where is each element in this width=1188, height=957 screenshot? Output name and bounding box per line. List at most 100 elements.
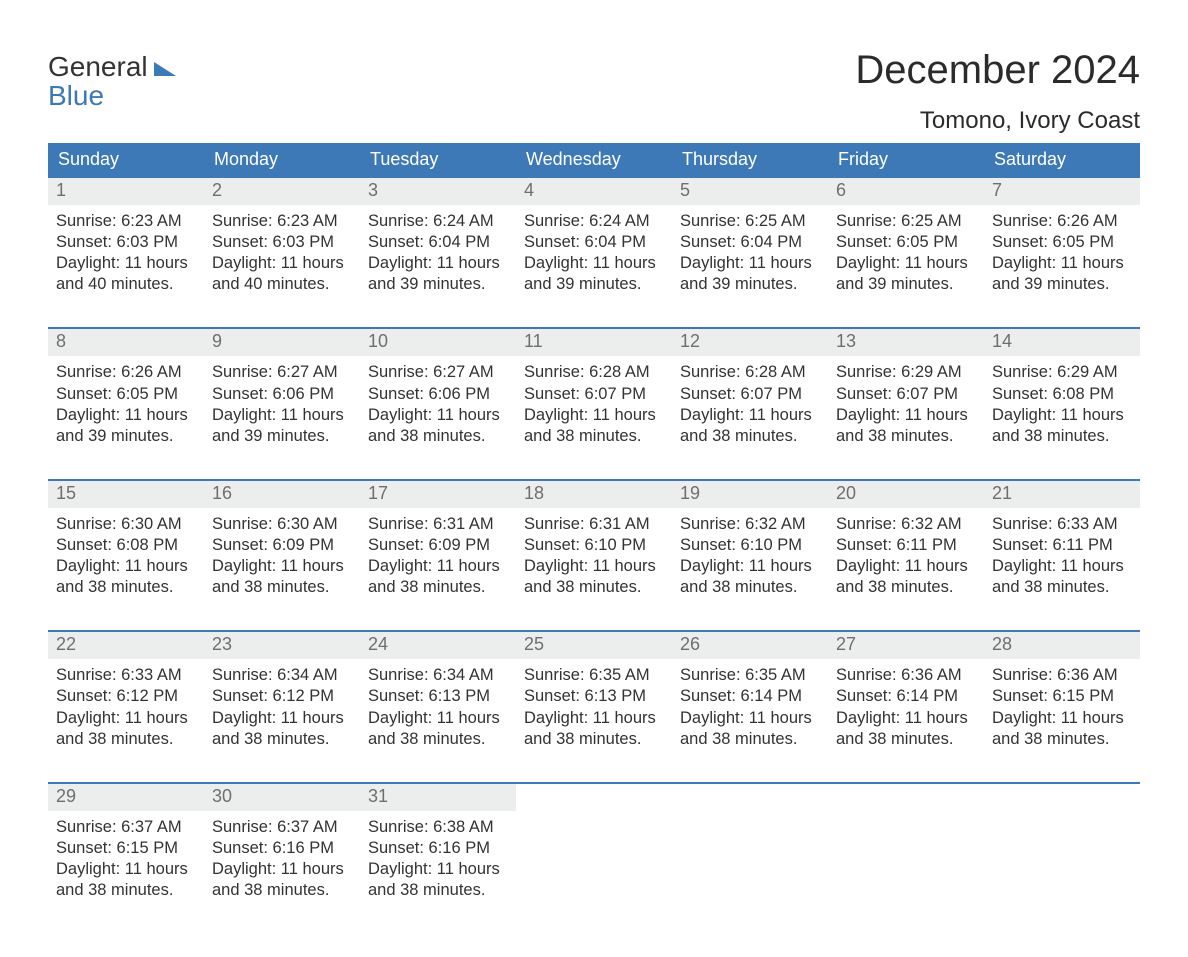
day-d1: Daylight: 11 hours (212, 253, 352, 274)
day-d1: Daylight: 11 hours (680, 253, 820, 274)
day-number: 6 (828, 178, 984, 205)
day-sunrise: Sunrise: 6:34 AM (212, 665, 352, 686)
day-body: Sunrise: 6:28 AMSunset: 6:07 PMDaylight:… (516, 356, 672, 454)
day-sunrise: Sunrise: 6:35 AM (524, 665, 664, 686)
day-sunset: Sunset: 6:12 PM (56, 686, 196, 707)
day-sunrise: Sunrise: 6:36 AM (836, 665, 976, 686)
day-sunrise: Sunrise: 6:27 AM (212, 362, 352, 383)
day-body: Sunrise: 6:23 AMSunset: 6:03 PMDaylight:… (48, 205, 204, 303)
day-d1: Daylight: 11 hours (56, 859, 196, 880)
day-sunset: Sunset: 6:15 PM (56, 838, 196, 859)
day-cell: 9Sunrise: 6:27 AMSunset: 6:06 PMDaylight… (204, 329, 360, 454)
day-d2: and 38 minutes. (56, 577, 196, 598)
day-d2: and 38 minutes. (524, 729, 664, 750)
day-body: Sunrise: 6:29 AMSunset: 6:07 PMDaylight:… (828, 356, 984, 454)
day-d2: and 38 minutes. (836, 426, 976, 447)
week-row: 22Sunrise: 6:33 AMSunset: 6:12 PMDayligh… (48, 630, 1140, 757)
logo-text-1: General (48, 52, 148, 81)
day-number: 11 (516, 329, 672, 356)
day-d2: and 39 minutes. (992, 274, 1132, 295)
day-d1: Daylight: 11 hours (680, 556, 820, 577)
day-d1: Daylight: 11 hours (524, 708, 664, 729)
day-d2: and 38 minutes. (680, 426, 820, 447)
day-body: Sunrise: 6:36 AMSunset: 6:15 PMDaylight:… (984, 659, 1140, 757)
day-number: 16 (204, 481, 360, 508)
day-sunrise: Sunrise: 6:24 AM (368, 211, 508, 232)
weekday-header: Tuesday (360, 143, 516, 178)
title-block: December 2024 Tomono, Ivory Coast (855, 48, 1140, 135)
day-d2: and 38 minutes. (368, 729, 508, 750)
weekday-header-row: Sunday Monday Tuesday Wednesday Thursday… (48, 143, 1140, 178)
day-d1: Daylight: 11 hours (836, 708, 976, 729)
day-body: Sunrise: 6:27 AMSunset: 6:06 PMDaylight:… (360, 356, 516, 454)
day-d2: and 39 minutes. (212, 426, 352, 447)
day-cell: 28Sunrise: 6:36 AMSunset: 6:15 PMDayligh… (984, 632, 1140, 757)
weekday-header: Saturday (984, 143, 1140, 178)
day-sunset: Sunset: 6:05 PM (836, 232, 976, 253)
day-d1: Daylight: 11 hours (680, 708, 820, 729)
day-number: 10 (360, 329, 516, 356)
day-sunset: Sunset: 6:09 PM (368, 535, 508, 556)
day-d2: and 40 minutes. (56, 274, 196, 295)
day-d2: and 38 minutes. (836, 577, 976, 598)
day-sunset: Sunset: 6:15 PM (992, 686, 1132, 707)
day-cell: 11Sunrise: 6:28 AMSunset: 6:07 PMDayligh… (516, 329, 672, 454)
day-sunset: Sunset: 6:04 PM (680, 232, 820, 253)
day-cell: 8Sunrise: 6:26 AMSunset: 6:05 PMDaylight… (48, 329, 204, 454)
week-row: 8Sunrise: 6:26 AMSunset: 6:05 PMDaylight… (48, 327, 1140, 454)
day-cell: 22Sunrise: 6:33 AMSunset: 6:12 PMDayligh… (48, 632, 204, 757)
day-body: Sunrise: 6:30 AMSunset: 6:08 PMDaylight:… (48, 508, 204, 606)
day-body: Sunrise: 6:29 AMSunset: 6:08 PMDaylight:… (984, 356, 1140, 454)
day-body: Sunrise: 6:25 AMSunset: 6:04 PMDaylight:… (672, 205, 828, 303)
day-d1: Daylight: 11 hours (680, 405, 820, 426)
day-sunrise: Sunrise: 6:32 AM (680, 514, 820, 535)
day-number: 17 (360, 481, 516, 508)
logo: General Blue (48, 48, 176, 111)
day-sunrise: Sunrise: 6:37 AM (56, 817, 196, 838)
day-sunrise: Sunrise: 6:31 AM (524, 514, 664, 535)
day-cell: 14Sunrise: 6:29 AMSunset: 6:08 PMDayligh… (984, 329, 1140, 454)
calendar: Sunday Monday Tuesday Wednesday Thursday… (48, 143, 1140, 909)
day-body: Sunrise: 6:33 AMSunset: 6:12 PMDaylight:… (48, 659, 204, 757)
day-sunset: Sunset: 6:06 PM (212, 384, 352, 405)
day-body: Sunrise: 6:37 AMSunset: 6:15 PMDaylight:… (48, 811, 204, 909)
day-number: 1 (48, 178, 204, 205)
day-d1: Daylight: 11 hours (992, 253, 1132, 274)
day-body: Sunrise: 6:26 AMSunset: 6:05 PMDaylight:… (984, 205, 1140, 303)
day-sunrise: Sunrise: 6:23 AM (56, 211, 196, 232)
day-number: 5 (672, 178, 828, 205)
day-d1: Daylight: 11 hours (368, 253, 508, 274)
day-sunrise: Sunrise: 6:36 AM (992, 665, 1132, 686)
day-body: Sunrise: 6:31 AMSunset: 6:10 PMDaylight:… (516, 508, 672, 606)
day-d2: and 38 minutes. (992, 577, 1132, 598)
day-sunset: Sunset: 6:07 PM (524, 384, 664, 405)
day-body: Sunrise: 6:38 AMSunset: 6:16 PMDaylight:… (360, 811, 516, 909)
day-cell: 24Sunrise: 6:34 AMSunset: 6:13 PMDayligh… (360, 632, 516, 757)
day-cell: 13Sunrise: 6:29 AMSunset: 6:07 PMDayligh… (828, 329, 984, 454)
day-sunset: Sunset: 6:03 PM (212, 232, 352, 253)
day-cell (828, 784, 984, 909)
logo-flag-icon (154, 62, 176, 76)
day-d2: and 38 minutes. (368, 880, 508, 901)
day-sunset: Sunset: 6:13 PM (368, 686, 508, 707)
day-d2: and 39 minutes. (56, 426, 196, 447)
day-sunrise: Sunrise: 6:29 AM (992, 362, 1132, 383)
day-sunrise: Sunrise: 6:25 AM (680, 211, 820, 232)
day-d2: and 38 minutes. (56, 880, 196, 901)
day-cell: 25Sunrise: 6:35 AMSunset: 6:13 PMDayligh… (516, 632, 672, 757)
weekday-header: Wednesday (516, 143, 672, 178)
day-d2: and 38 minutes. (368, 577, 508, 598)
day-sunset: Sunset: 6:14 PM (680, 686, 820, 707)
day-sunset: Sunset: 6:14 PM (836, 686, 976, 707)
logo-text-2: Blue (48, 81, 176, 110)
day-d2: and 38 minutes. (56, 729, 196, 750)
day-number: 20 (828, 481, 984, 508)
day-sunset: Sunset: 6:12 PM (212, 686, 352, 707)
week-row: 15Sunrise: 6:30 AMSunset: 6:08 PMDayligh… (48, 479, 1140, 606)
day-d1: Daylight: 11 hours (368, 405, 508, 426)
day-sunset: Sunset: 6:13 PM (524, 686, 664, 707)
day-cell: 4Sunrise: 6:24 AMSunset: 6:04 PMDaylight… (516, 178, 672, 303)
day-body: Sunrise: 6:36 AMSunset: 6:14 PMDaylight:… (828, 659, 984, 757)
weekday-header: Monday (204, 143, 360, 178)
day-cell: 27Sunrise: 6:36 AMSunset: 6:14 PMDayligh… (828, 632, 984, 757)
